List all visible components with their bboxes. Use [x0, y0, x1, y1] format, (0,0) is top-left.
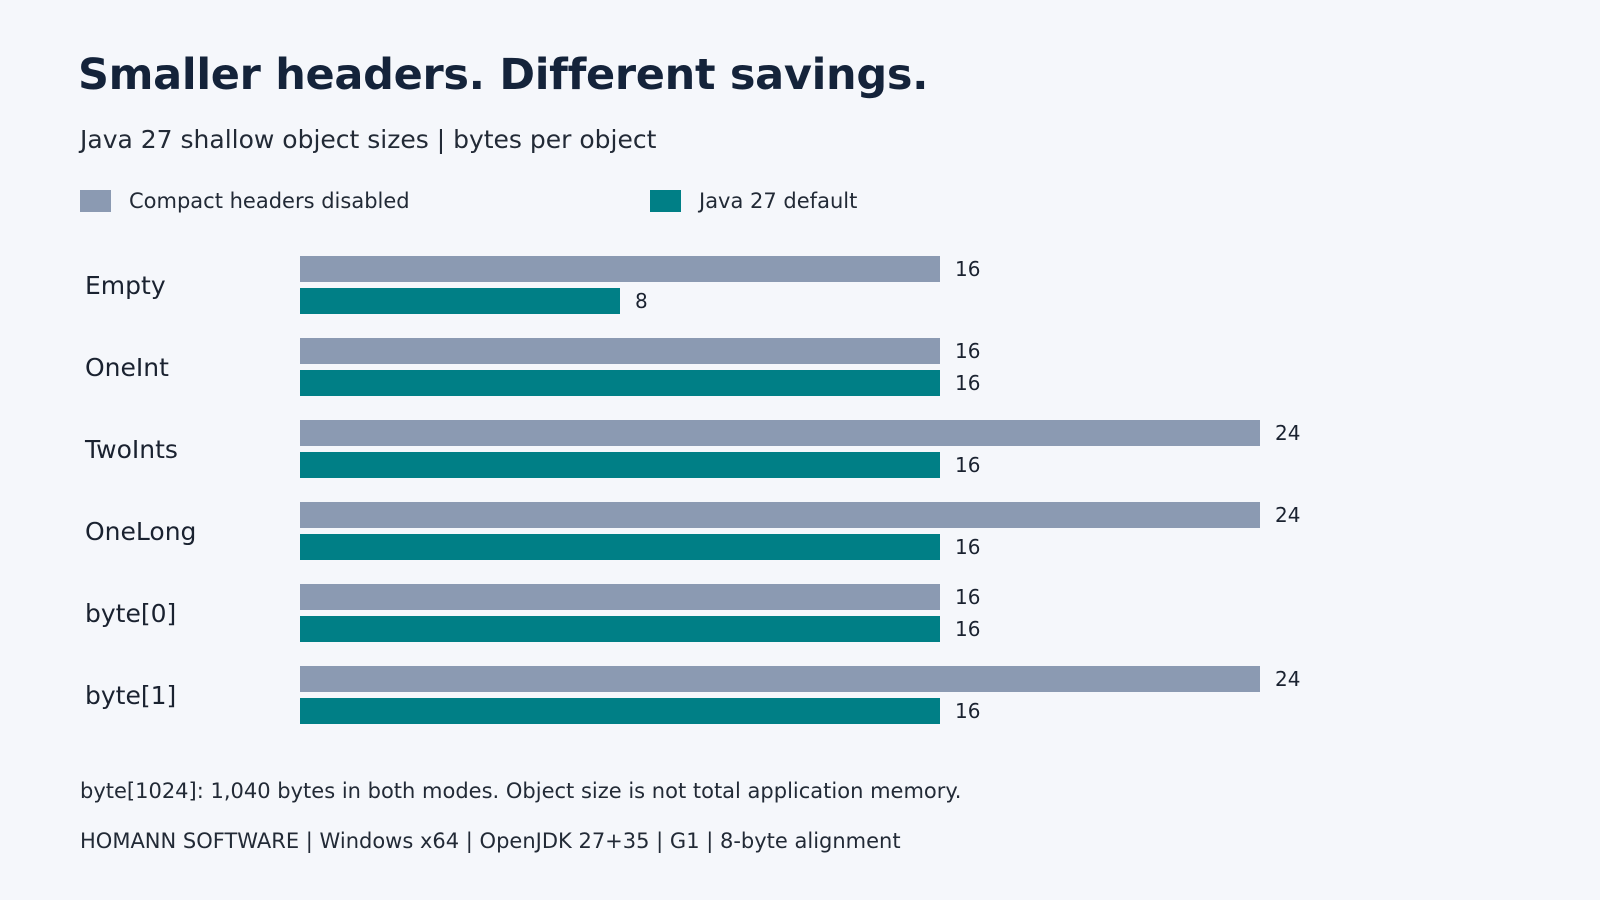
value-label-byte-1-java-27-default: 16	[955, 699, 980, 723]
legend-label-java27-default: Java 27 default	[699, 189, 858, 213]
value-label-twoints-java-27-default: 16	[955, 453, 980, 477]
bar-onelong-compact-headers-disabled	[300, 502, 1260, 528]
value-label-byte-0-java-27-default: 16	[955, 617, 980, 641]
value-label-byte-0-compact-headers-disabled: 16	[955, 585, 980, 609]
value-label-empty-compact-headers-disabled: 16	[955, 257, 980, 281]
bar-empty-compact-headers-disabled	[300, 256, 940, 282]
category-label-twoints: TwoInts	[84, 435, 178, 464]
bar-byte-1-compact-headers-disabled	[300, 666, 1260, 692]
chart-subtitle: Java 27 shallow object sizes | bytes per…	[80, 125, 657, 154]
bar-byte-1-java-27-default	[300, 698, 940, 724]
value-label-oneint-compact-headers-disabled: 16	[955, 339, 980, 363]
bar-onelong-java-27-default	[300, 534, 940, 560]
value-label-empty-java-27-default: 8	[635, 289, 648, 313]
legend-item-compact-disabled: Compact headers disabled	[80, 188, 410, 214]
bar-oneint-compact-headers-disabled	[300, 338, 940, 364]
bar-oneint-java-27-default	[300, 370, 940, 396]
footnote: byte[1024]: 1,040 bytes in both modes. O…	[80, 779, 962, 803]
value-label-oneint-java-27-default: 16	[955, 371, 980, 395]
category-label-byte-0: byte[0]	[85, 599, 176, 628]
bar-twoints-compact-headers-disabled	[300, 420, 1260, 446]
bar-byte-0-compact-headers-disabled	[300, 584, 940, 610]
legend-swatch-compact-disabled	[80, 190, 111, 212]
category-label-onelong: OneLong	[85, 517, 196, 546]
credit-line: HOMANN SOFTWARE | Windows x64 | OpenJDK …	[80, 829, 901, 853]
bar-twoints-java-27-default	[300, 452, 940, 478]
bar-empty-java-27-default	[300, 288, 620, 314]
bar-byte-0-java-27-default	[300, 616, 940, 642]
legend-swatch-java27-default	[650, 190, 681, 212]
value-label-twoints-compact-headers-disabled: 24	[1275, 421, 1300, 445]
chart-title: Smaller headers. Different savings.	[78, 50, 929, 100]
value-label-onelong-java-27-default: 16	[955, 535, 980, 559]
value-label-onelong-compact-headers-disabled: 24	[1275, 503, 1300, 527]
legend-label-compact-disabled: Compact headers disabled	[129, 189, 410, 213]
category-label-byte-1: byte[1]	[85, 681, 176, 710]
legend-item-java27-default: Java 27 default	[650, 188, 857, 214]
bar-chart: Empty 16 8 OneInt 16 16 TwoInts 24 16 OneLong 24 16…	[84, 256, 1300, 724]
category-label-empty: Empty	[85, 271, 166, 300]
category-label-oneint: OneInt	[85, 353, 169, 382]
value-label-byte-1-compact-headers-disabled: 24	[1275, 667, 1300, 691]
